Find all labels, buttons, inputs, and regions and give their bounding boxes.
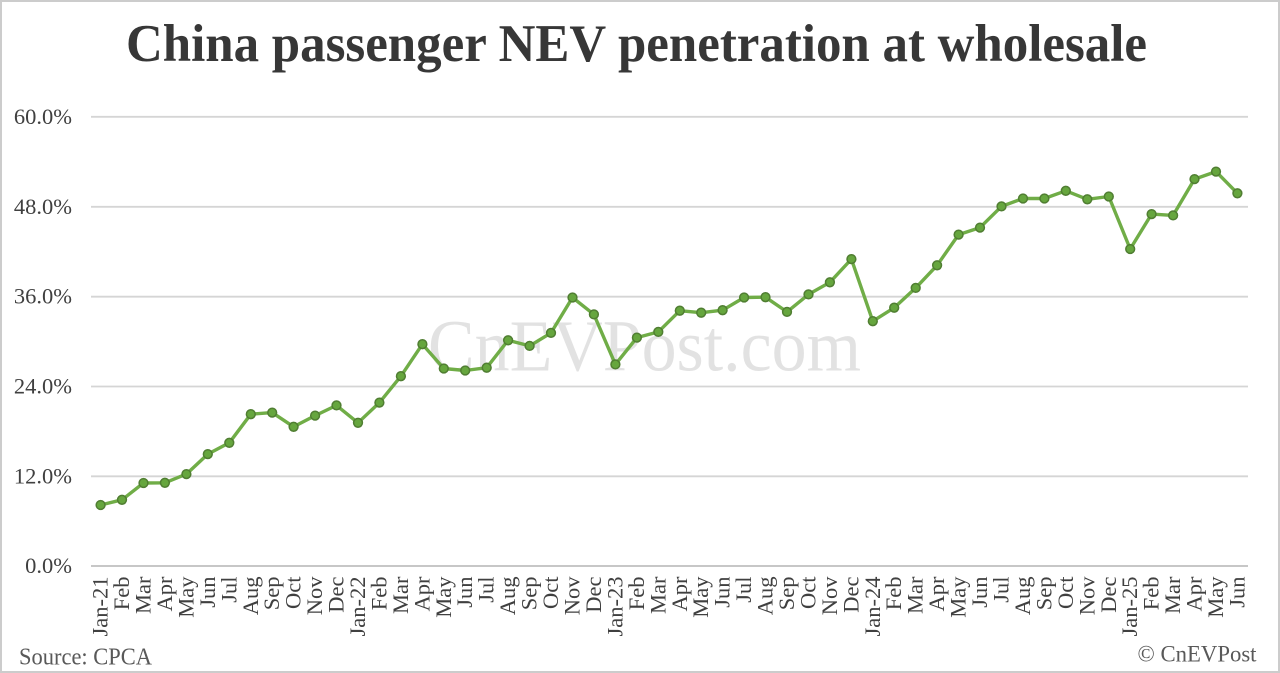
svg-text:Aug: Aug <box>238 577 263 616</box>
svg-text:Nov: Nov <box>1074 576 1099 615</box>
svg-text:36.0%: 36.0% <box>14 284 72 309</box>
svg-text:Jan-21: Jan-21 <box>88 577 113 637</box>
svg-text:Apr: Apr <box>667 576 692 611</box>
svg-text:Apr: Apr <box>924 576 949 611</box>
svg-text:© CnEVPost: © CnEVPost <box>1138 642 1258 667</box>
svg-text:Dec: Dec <box>838 576 863 612</box>
svg-text:Sep: Sep <box>1031 577 1056 611</box>
svg-text:Oct: Oct <box>281 576 306 609</box>
svg-text:Jun: Jun <box>710 577 735 608</box>
svg-text:Apr: Apr <box>1182 576 1207 611</box>
svg-text:Mar: Mar <box>388 576 413 614</box>
svg-text:Sep: Sep <box>259 577 284 611</box>
svg-text:CnEVPost.com: CnEVPost.com <box>428 306 861 387</box>
svg-text:Aug: Aug <box>1010 577 1035 616</box>
svg-text:Dec: Dec <box>1096 576 1121 612</box>
svg-text:Feb: Feb <box>881 577 906 611</box>
svg-text:Feb: Feb <box>366 577 391 611</box>
svg-text:Source: CPCA: Source: CPCA <box>19 645 153 671</box>
svg-text:Sep: Sep <box>517 577 542 611</box>
svg-text:Aug: Aug <box>753 577 778 616</box>
svg-text:Mar: Mar <box>1160 576 1185 614</box>
svg-text:Apr: Apr <box>152 576 177 611</box>
svg-text:Dec: Dec <box>324 576 349 612</box>
svg-text:Jul: Jul <box>731 577 756 603</box>
svg-text:Nov: Nov <box>560 576 585 615</box>
svg-text:Nov: Nov <box>302 576 327 615</box>
svg-text:Apr: Apr <box>409 576 434 611</box>
svg-text:Jul: Jul <box>216 577 241 603</box>
svg-text:China passenger NEV penetratio: China passenger NEV penetration at whole… <box>126 15 1147 73</box>
svg-text:24.0%: 24.0% <box>14 374 72 399</box>
svg-text:May: May <box>431 576 456 618</box>
svg-text:May: May <box>946 576 971 618</box>
svg-text:May: May <box>173 576 198 618</box>
svg-text:Jun: Jun <box>967 577 992 608</box>
svg-text:Jan-23: Jan-23 <box>602 577 627 637</box>
svg-text:May: May <box>1203 576 1228 618</box>
svg-text:Feb: Feb <box>109 577 134 611</box>
svg-text:Nov: Nov <box>817 576 842 615</box>
svg-text:Mar: Mar <box>645 576 670 614</box>
svg-text:Feb: Feb <box>624 577 649 611</box>
svg-text:12.0%: 12.0% <box>14 463 72 488</box>
svg-text:Mar: Mar <box>131 576 156 614</box>
svg-text:Dec: Dec <box>581 576 606 612</box>
svg-text:Jan-25: Jan-25 <box>1117 577 1142 637</box>
svg-text:Jun: Jun <box>195 577 220 608</box>
svg-text:Oct: Oct <box>796 576 821 609</box>
svg-text:Jun: Jun <box>452 577 477 608</box>
svg-text:Oct: Oct <box>1053 576 1078 609</box>
svg-text:Mar: Mar <box>903 576 928 614</box>
svg-text:0.0%: 0.0% <box>25 553 72 578</box>
svg-text:Feb: Feb <box>1139 577 1164 611</box>
svg-text:48.0%: 48.0% <box>14 194 72 219</box>
svg-text:Oct: Oct <box>538 576 563 609</box>
svg-text:Sep: Sep <box>774 577 799 611</box>
svg-text:Jan-24: Jan-24 <box>860 577 885 637</box>
svg-text:Jul: Jul <box>989 577 1014 603</box>
svg-text:Jan-22: Jan-22 <box>345 577 370 637</box>
svg-text:60.0%: 60.0% <box>14 104 72 129</box>
svg-text:Jul: Jul <box>474 577 499 603</box>
svg-text:May: May <box>688 576 713 618</box>
svg-text:Aug: Aug <box>495 577 520 616</box>
svg-text:Jun: Jun <box>1224 577 1249 608</box>
